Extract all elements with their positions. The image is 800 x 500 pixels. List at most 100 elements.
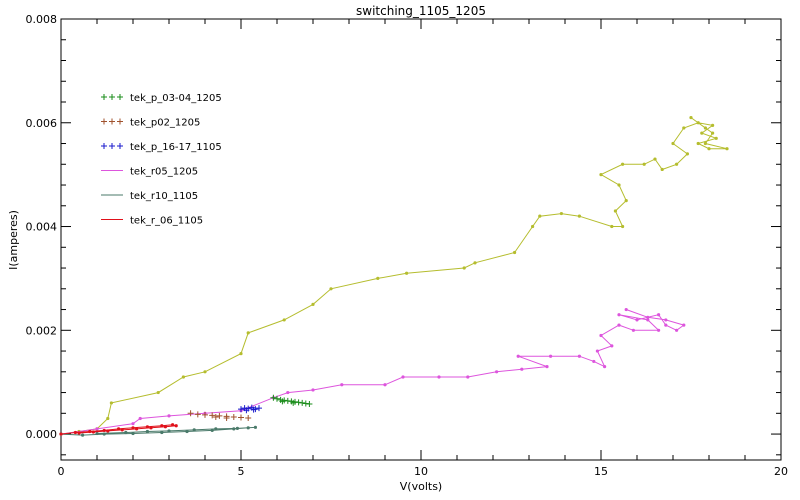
data-point <box>253 425 257 429</box>
data-point <box>660 167 664 172</box>
data-point <box>664 318 668 322</box>
data-point <box>256 405 262 412</box>
data-point <box>703 141 708 146</box>
data-point <box>657 313 661 317</box>
data-point <box>295 399 302 406</box>
data-point <box>545 365 549 369</box>
chart-title: switching_1105_1205 <box>356 4 486 18</box>
legend-label: tek_p_16-17_1105 <box>130 142 222 153</box>
data-point <box>675 162 679 166</box>
data-point <box>286 390 290 395</box>
data-point <box>520 367 524 371</box>
data-point <box>102 432 106 436</box>
data-point <box>711 123 715 127</box>
data-point <box>700 131 704 135</box>
data-point <box>696 121 700 125</box>
data-point <box>239 352 243 356</box>
legend-swatch <box>109 94 115 100</box>
data-point <box>120 428 124 432</box>
data-point <box>599 173 603 177</box>
data-point <box>703 126 708 130</box>
data-point <box>131 426 135 430</box>
data-point <box>664 323 668 327</box>
data-point <box>250 406 257 413</box>
data-point <box>302 400 309 407</box>
series-4 <box>270 394 313 407</box>
data-point <box>610 224 614 229</box>
data-point <box>682 323 686 327</box>
x-tick-label: 10 <box>414 465 428 478</box>
legend-label: tek_p02_1205 <box>130 118 200 129</box>
x-tick-label: 5 <box>238 465 245 478</box>
series-line <box>60 117 728 435</box>
data-point <box>232 427 236 431</box>
data-point <box>538 214 542 218</box>
legend: tek_p_03-04_1205 tek_p02_1205 tek_p_16-17_… <box>101 93 222 227</box>
data-point <box>202 411 208 418</box>
data-point <box>595 349 600 353</box>
legend-swatch <box>101 118 107 125</box>
data-point <box>192 428 196 432</box>
data-point <box>106 429 110 433</box>
data-point <box>223 414 230 421</box>
data-point <box>73 430 77 435</box>
data-point <box>311 302 315 306</box>
data-point <box>383 383 387 387</box>
data-point <box>235 426 239 430</box>
x-tick-label: 15 <box>594 465 608 478</box>
legend-item: tek_r_06_1105 <box>101 216 203 227</box>
data-point <box>696 141 700 146</box>
data-point <box>238 406 244 413</box>
data-point <box>473 261 477 265</box>
data-point <box>91 430 95 434</box>
x-axis-ticks: 0 5 10 15 20 <box>58 19 788 478</box>
data-point <box>214 427 218 431</box>
data-point <box>711 131 715 135</box>
series-1 <box>59 307 686 436</box>
data-point <box>81 433 85 437</box>
data-point <box>246 426 250 430</box>
legend-item: tek_p_03-04_1205 <box>101 93 222 104</box>
data-point <box>707 147 711 151</box>
data-point <box>284 397 291 404</box>
legend-swatch <box>101 94 107 100</box>
data-point <box>376 276 380 281</box>
y-axis-ticks: 0.000 0.002 0.004 0.006 0.008 <box>26 13 781 456</box>
data-point <box>95 431 99 436</box>
data-point <box>624 198 628 203</box>
data-point <box>437 375 441 379</box>
series-0 <box>59 115 729 436</box>
data-point <box>685 152 690 156</box>
data-point <box>689 115 693 120</box>
data-point <box>646 315 650 319</box>
data-point <box>203 370 207 374</box>
y-tick-label: 0.004 <box>26 221 58 234</box>
data-point <box>592 359 596 364</box>
legend-swatch <box>117 94 123 100</box>
x-tick-label: 20 <box>774 465 788 478</box>
data-point <box>245 414 252 421</box>
legend-item: tek_p_16-17_1105 <box>101 142 222 153</box>
data-point <box>212 413 219 420</box>
data-point <box>59 432 63 436</box>
data-point <box>145 429 149 434</box>
series-layer <box>59 115 729 437</box>
data-point <box>117 427 121 431</box>
data-point <box>102 428 106 433</box>
data-point <box>401 375 405 379</box>
data-point <box>466 375 470 379</box>
data-point <box>181 375 185 379</box>
data-point <box>306 400 313 407</box>
legend-swatch <box>109 143 115 149</box>
data-point <box>621 162 625 166</box>
data-point <box>216 412 223 419</box>
data-point <box>495 370 499 374</box>
legend-label: tek_r05_1205 <box>130 167 198 178</box>
data-point <box>243 407 250 414</box>
data-point <box>187 410 194 417</box>
data-point <box>657 328 661 332</box>
series-5 <box>238 404 262 414</box>
series-3 <box>59 423 178 436</box>
data-point <box>279 398 286 405</box>
